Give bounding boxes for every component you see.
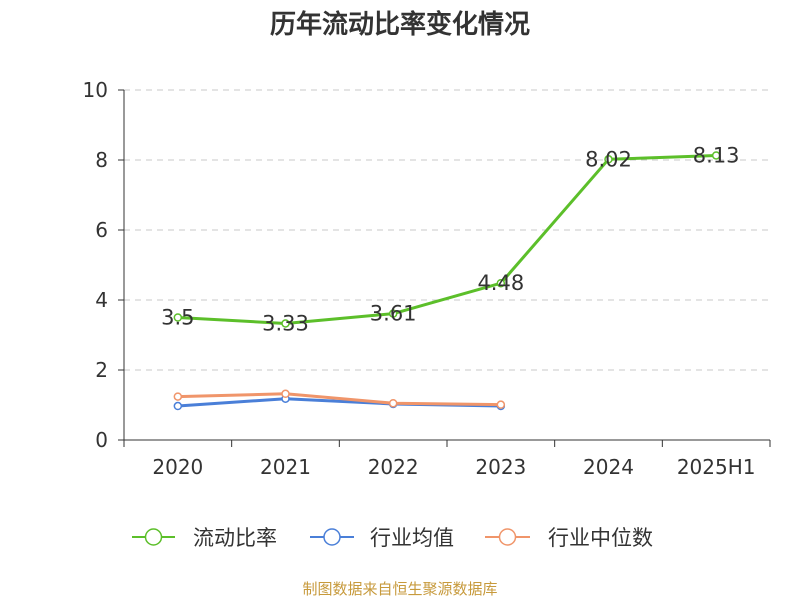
y-tick-label: 0 (95, 428, 108, 452)
x-tick-label: 2021 (260, 455, 311, 479)
y-tick-label: 10 (83, 78, 108, 102)
data-label: 8.13 (693, 143, 740, 167)
x-tick-label: 2023 (475, 455, 526, 479)
data-point (388, 399, 398, 408)
y-tick-label: 6 (95, 218, 108, 242)
data-point (281, 319, 290, 328)
y-tick-label: 4 (95, 288, 108, 312)
y-tick-label: 8 (95, 148, 108, 172)
source-note: 制图数据来自恒生聚源数据库 (302, 580, 498, 598)
x-tick-label: 2022 (368, 455, 419, 479)
legend-marker (323, 528, 341, 546)
legend-marker (144, 528, 163, 546)
data-label: 4.48 (477, 271, 524, 295)
legend-marker (498, 528, 517, 546)
x-tick-label: 2020 (152, 455, 203, 479)
x-tick-label: 2025H1 (677, 455, 756, 479)
data-point (173, 313, 183, 322)
data-point (711, 151, 721, 160)
data-label: 3.33 (262, 311, 309, 335)
series-line-1 (177, 153, 717, 325)
data-point (496, 278, 506, 288)
series-line-3 (177, 392, 501, 407)
legend-label: 行业均值 (370, 526, 454, 550)
x-tick-label: 2024 (583, 455, 634, 479)
legend-label: 流动比率 (193, 526, 277, 550)
data-point (173, 401, 183, 411)
data-point (173, 392, 183, 401)
data-point (496, 400, 506, 409)
data-label: 3.61 (370, 302, 417, 326)
data-point (281, 389, 290, 399)
data-point (388, 309, 398, 318)
data-label: 3.5 (161, 306, 194, 330)
legend-label: 行业中位数 (548, 526, 653, 550)
data-point (604, 155, 613, 164)
y-tick-label: 2 (95, 358, 108, 382)
data-label: 8.02 (585, 147, 632, 171)
chart-title: 历年流动比率变化情况 (269, 10, 530, 40)
